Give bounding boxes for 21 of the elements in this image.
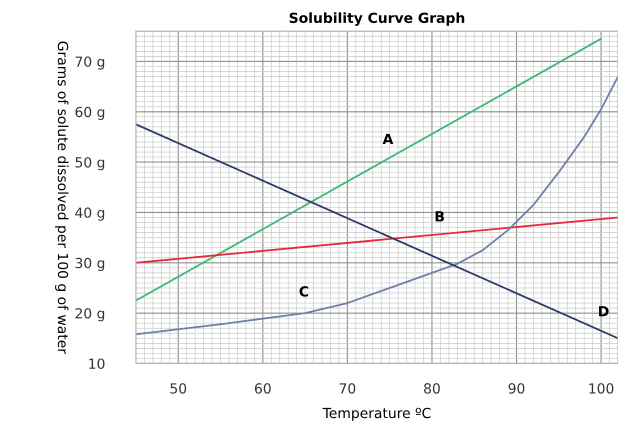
x-tick-label: 50 <box>170 383 186 394</box>
x-tick-label: 70 <box>340 383 356 394</box>
y-tick-label: 40 g <box>75 207 104 221</box>
x-axis-title: Temperature ºC <box>322 408 431 421</box>
y-tick-label: 50 g <box>76 157 104 170</box>
x-tick-label: 60 <box>254 383 271 394</box>
series-label: D <box>599 306 609 316</box>
series-label: A <box>382 134 394 144</box>
y-tick-label: 30 g <box>76 258 104 271</box>
series-label: C <box>300 286 308 297</box>
line-series <box>136 76 618 336</box>
x-tick-label: 100 <box>589 383 614 394</box>
y-axis-title: Grams of solute dissolved per 100 g of water <box>55 41 68 354</box>
series-label: B <box>436 211 444 222</box>
x-tick-label: 90 <box>508 383 524 394</box>
y-tick-label: 70 g <box>76 56 104 70</box>
chart-title: Solubility Curve Graph <box>290 12 464 26</box>
x-tick-label: 80 <box>424 383 440 394</box>
y-tick-label: 20 g <box>76 308 104 322</box>
y-tick-label: 10 <box>89 358 104 369</box>
y-tick-label: 60 g <box>75 106 104 120</box>
